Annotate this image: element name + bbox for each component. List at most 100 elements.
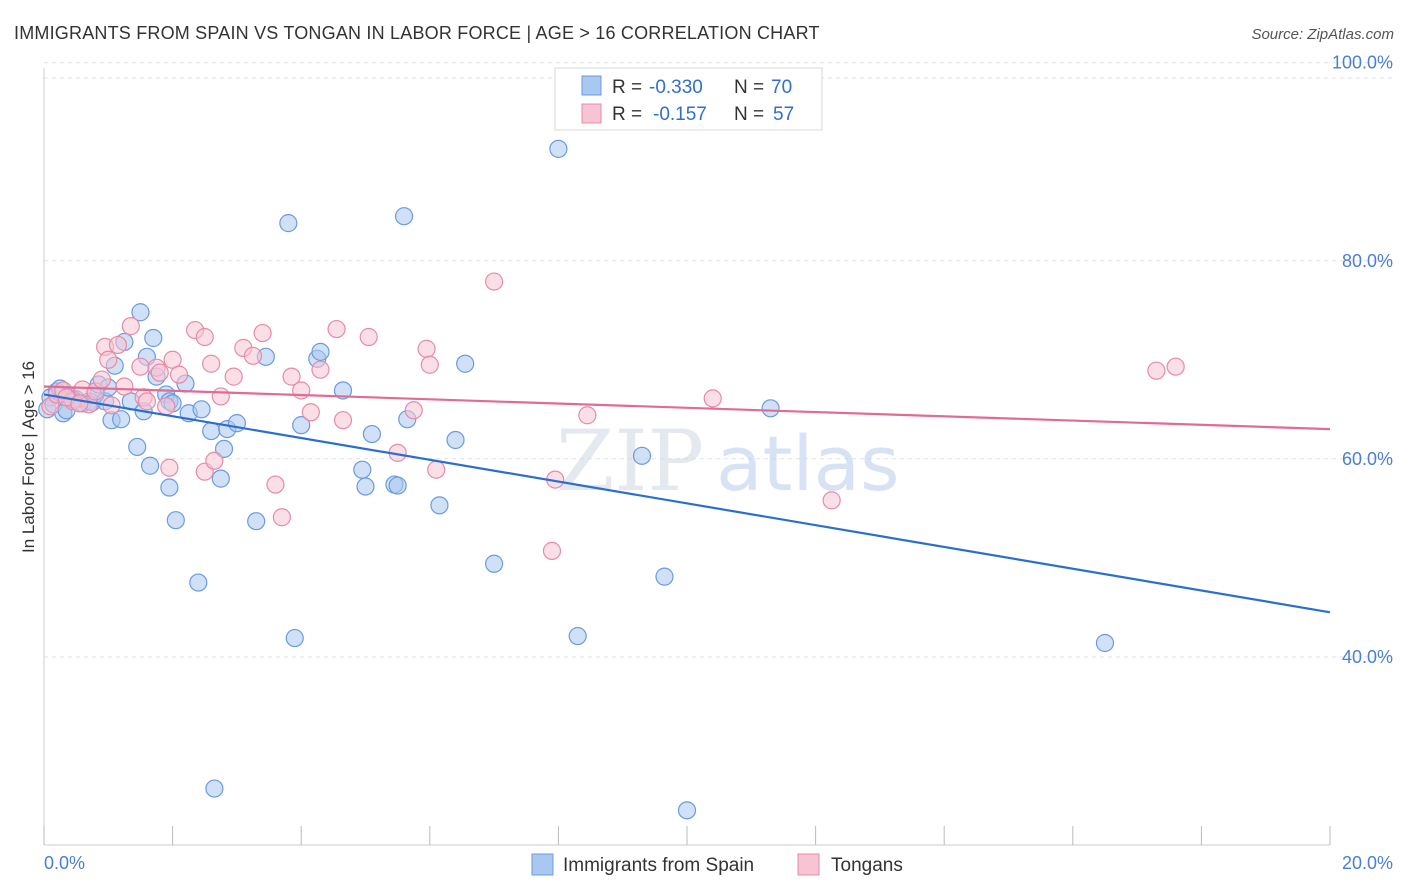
bottom-legend-label-tongan: Tongans — [831, 855, 903, 876]
tongan-point — [282, 367, 301, 386]
spain-point — [205, 779, 224, 798]
tongan-point — [253, 323, 272, 343]
watermark: ZIP atlas — [556, 412, 900, 510]
bottom-legend-label-spain: Immigrants from Spain — [563, 855, 754, 876]
tongan-point — [169, 365, 189, 384]
tongan-point — [157, 397, 176, 416]
y-tick-label: 100.0% — [1332, 53, 1393, 73]
tongan-point — [211, 387, 230, 406]
spain-point — [394, 207, 414, 226]
tongan-point — [359, 327, 378, 347]
tongan-point — [1147, 361, 1166, 380]
spain-point — [128, 437, 147, 457]
legend-swatch-spain — [581, 75, 602, 96]
spain-point — [279, 214, 298, 233]
tongan-point — [311, 360, 330, 379]
y-tick-labels: 40.0% 60.0% 80.0% 100.0% — [1332, 53, 1393, 667]
spain-point — [356, 477, 375, 496]
trend-line-spain — [43, 393, 1331, 614]
tongan-point — [703, 389, 722, 408]
legend-n-label-spain: N = — [734, 77, 764, 98]
tongan-point — [822, 491, 841, 510]
trend-lines — [43, 385, 1331, 614]
watermark-atlas: atlas — [716, 419, 900, 508]
spain-point — [144, 328, 163, 348]
legend-n-value-tongan: 57 — [773, 104, 794, 125]
tongan-point — [150, 363, 169, 382]
spain-point — [166, 511, 185, 530]
tongan-point — [243, 346, 263, 365]
spain-point — [549, 139, 568, 158]
tongan-point — [92, 370, 111, 389]
tongan-point — [195, 327, 214, 347]
tongan-point — [301, 403, 320, 422]
tongan-point — [224, 367, 243, 386]
spain-point — [202, 421, 221, 441]
series-legend: Immigrants from Spain Tongans — [531, 853, 903, 876]
spain-point — [112, 410, 131, 429]
tongan-point — [417, 339, 436, 358]
spain-point — [362, 424, 382, 444]
tongan-point — [485, 272, 504, 291]
tongan-point — [131, 357, 150, 376]
spain-point — [311, 342, 330, 361]
spain-point — [677, 801, 697, 820]
spain-point — [140, 456, 160, 475]
spain-point — [131, 303, 150, 322]
legend-r-value-tongan: -0.157 — [653, 104, 707, 125]
x-axis-ticks — [43, 826, 1331, 845]
series-tongan-points — [41, 272, 1185, 560]
x-tick-label-min: 0.0% — [44, 853, 85, 873]
spain-point — [568, 626, 587, 646]
spain-point — [353, 460, 372, 479]
tongan-point — [266, 475, 285, 494]
legend-r-value-spain: -0.330 — [649, 77, 703, 98]
spain-point — [655, 567, 674, 586]
spain-point — [192, 400, 211, 419]
legend-r-label-spain: R = — [612, 77, 642, 98]
tongan-point — [115, 377, 134, 396]
tongan-point — [333, 411, 353, 430]
source-label: Source: ZipAtlas.com — [1251, 26, 1394, 43]
spain-point — [160, 478, 179, 497]
spain-point — [632, 446, 652, 465]
spain-point — [388, 476, 407, 495]
chart-title: IMMIGRANTS FROM SPAIN VS TONGAN IN LABOR… — [14, 23, 820, 43]
tongan-point — [1166, 357, 1185, 376]
y-tick-label: 60.0% — [1342, 449, 1393, 469]
tongan-point — [108, 335, 128, 355]
spain-point — [285, 628, 304, 648]
spain-point — [485, 554, 504, 573]
tongan-point — [137, 392, 156, 411]
watermark-zip: ZIP — [556, 412, 704, 510]
tongan-point — [205, 451, 224, 470]
spain-point — [189, 573, 208, 592]
spain-point — [333, 381, 353, 400]
spain-point — [211, 469, 230, 488]
bottom-legend-swatch-spain — [531, 853, 554, 876]
tongan-point — [578, 406, 597, 425]
spain-point — [247, 512, 266, 531]
tongan-point — [427, 460, 446, 479]
legend-r-label-tongan: R = — [612, 104, 642, 125]
bottom-legend-swatch-tongan — [797, 853, 820, 876]
correlation-legend: R = -0.330 N = 70 R = -0.157 N = 57 — [554, 67, 823, 131]
tongan-point — [160, 458, 179, 477]
legend-n-label-tongan: N = — [734, 104, 764, 125]
tongan-point — [420, 355, 439, 374]
tongan-point — [99, 350, 118, 369]
spain-point — [456, 354, 475, 373]
tongan-point — [272, 508, 292, 527]
tongan-point — [292, 381, 311, 400]
spain-point — [214, 439, 234, 459]
x-tick-label-max: 20.0% — [1342, 853, 1393, 873]
tongan-point — [70, 394, 89, 413]
y-tick-label: 80.0% — [1342, 251, 1393, 271]
tongan-point — [542, 541, 562, 560]
tongan-point — [121, 317, 140, 336]
tongan-point — [327, 319, 346, 339]
spain-point — [446, 430, 465, 450]
spain-point — [761, 399, 780, 418]
spain-point — [430, 496, 449, 515]
